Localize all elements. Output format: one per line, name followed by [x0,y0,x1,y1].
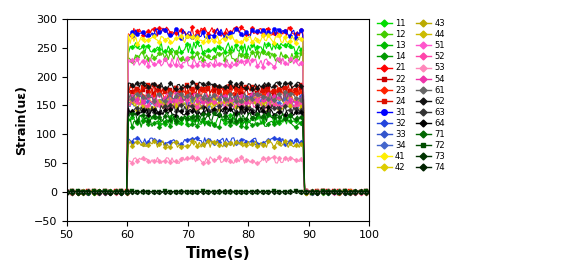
Y-axis label: Strain(uε): Strain(uε) [15,85,28,155]
Legend: 43, 44, 51, 52, 53, 54, 61, 62, 63, 64, 71, 72, 73, 74: 43, 44, 51, 52, 53, 54, 61, 62, 63, 64, … [416,19,445,172]
X-axis label: Time(s): Time(s) [185,246,250,261]
